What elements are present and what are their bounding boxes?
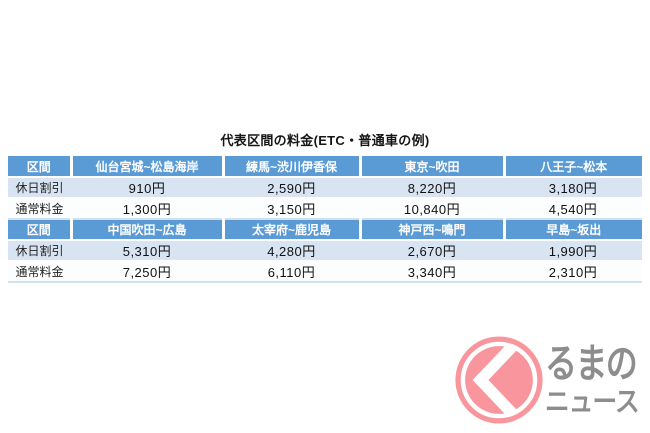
col-header: 神戸西~鳴門 xyxy=(360,219,506,241)
row-label: 休日割引 xyxy=(8,177,71,199)
row-label: 通常料金 xyxy=(8,198,71,220)
fee-cell: 1,990円 xyxy=(504,240,642,262)
row-label: 休日割引 xyxy=(8,240,71,262)
fee-cell: 1,300円 xyxy=(71,198,223,220)
col-header: 太宰府~鹿児島 xyxy=(223,219,362,241)
col-header: 中国吹田~広島 xyxy=(71,219,225,241)
col-header: 八王子~松本 xyxy=(504,156,642,178)
table-row: 通常料金 7,250円 6,110円 3,340円 2,310円 xyxy=(8,261,642,283)
col-header: 東京~吹田 xyxy=(360,156,506,178)
fee-cell: 7,250円 xyxy=(71,261,223,283)
fee-cell: 5,310円 xyxy=(71,240,223,262)
col-header: 区間 xyxy=(8,156,73,178)
fee-cell: 2,590円 xyxy=(223,177,360,199)
fee-cell: 3,340円 xyxy=(360,261,504,283)
fee-cell: 10,840円 xyxy=(360,198,504,220)
fee-cell: 3,150円 xyxy=(223,198,360,220)
table-title: 代表区間の料金(ETC・普通車の例) xyxy=(220,133,430,148)
fee-cell: 2,670円 xyxy=(360,240,504,262)
col-header: 早島~坂出 xyxy=(504,219,642,241)
row-label: 通常料金 xyxy=(8,261,71,283)
fee-cell: 4,280円 xyxy=(223,240,360,262)
toll-fee-table: 区間 仙台宮城~松島海岸 練馬~渋川伊香保 東京~吹田 八王子~松本 休日割引 … xyxy=(8,156,642,283)
col-header: 仙台宮城~松島海岸 xyxy=(71,156,225,178)
section2-header-row: 区間 中国吹田~広島 太宰府~鹿児島 神戸西~鳴門 早島~坂出 xyxy=(8,219,642,241)
kuruma-news-logo: るまの ニュース xyxy=(455,336,650,428)
fee-cell: 8,220円 xyxy=(360,177,504,199)
logo-text-line2: ニュース xyxy=(545,386,640,417)
fee-cell: 3,180円 xyxy=(504,177,642,199)
table-row: 休日割引 5,310円 4,280円 2,670円 1,990円 xyxy=(8,240,642,262)
fee-cell: 6,110円 xyxy=(223,261,360,283)
fee-cell: 2,310円 xyxy=(504,261,642,283)
col-header: 練馬~渋川伊香保 xyxy=(223,156,362,178)
col-header: 区間 xyxy=(8,219,73,241)
section1-header-row: 区間 仙台宮城~松島海岸 練馬~渋川伊香保 東京~吹田 八王子~松本 xyxy=(8,156,642,178)
fee-cell: 910円 xyxy=(71,177,223,199)
fee-cell: 4,540円 xyxy=(504,198,642,220)
ku-mark-icon xyxy=(455,336,543,424)
table-row: 通常料金 1,300円 3,150円 10,840円 4,540円 xyxy=(8,198,642,220)
logo-text-line1: るまの xyxy=(545,342,638,386)
table-row: 休日割引 910円 2,590円 8,220円 3,180円 xyxy=(8,177,642,199)
